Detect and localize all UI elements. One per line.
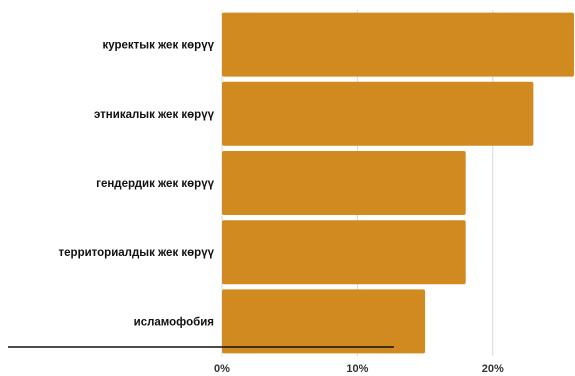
x-tick-label: 20% xyxy=(482,363,504,375)
category-label: куректык жек көрүү xyxy=(102,40,214,52)
category-label: исламофобия xyxy=(134,316,214,328)
bar xyxy=(222,220,466,285)
bar xyxy=(222,81,534,146)
category-labels: куректык жек көрүү этникалык жек көрүү ген… xyxy=(59,40,215,329)
category-label: этникалык жек көрүү xyxy=(94,109,215,121)
bars xyxy=(222,12,574,354)
x-tick-label: 0% xyxy=(214,363,230,375)
category-label: гендердик жек көрүү xyxy=(96,178,214,190)
bar xyxy=(222,151,466,215)
x-tick-label: 10% xyxy=(346,363,368,375)
x-tick-labels: 0% 10% 20% xyxy=(214,363,504,375)
bar xyxy=(222,12,574,77)
category-label: территориалдык жек көрүү xyxy=(59,247,215,259)
bar xyxy=(222,289,426,354)
